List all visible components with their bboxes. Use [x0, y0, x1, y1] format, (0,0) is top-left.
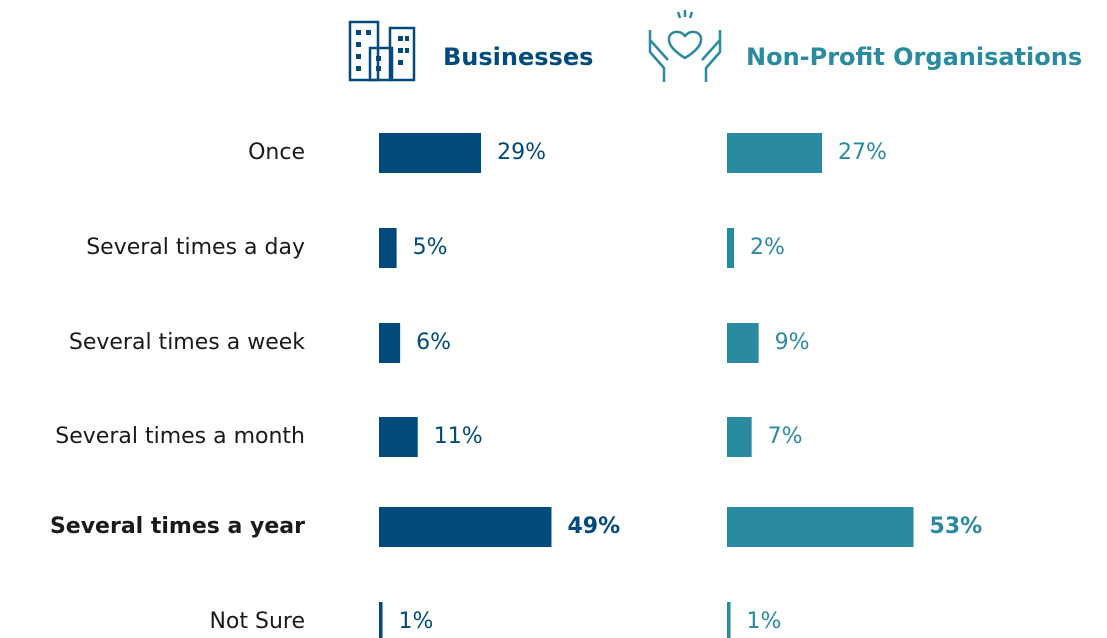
- value-label: 1%: [747, 609, 782, 634]
- bar: [379, 133, 482, 173]
- bar: [379, 507, 552, 547]
- value-label: 1%: [399, 609, 434, 634]
- value-label: 27%: [838, 140, 887, 165]
- buildings-icon: [348, 20, 416, 82]
- value-label: 2%: [750, 235, 785, 260]
- bar: [379, 602, 383, 638]
- value-label: 5%: [413, 235, 448, 260]
- bar: [727, 507, 914, 547]
- legend-label: Businesses: [443, 43, 593, 71]
- value-label: 9%: [775, 330, 810, 355]
- category-label: Several times a day: [86, 235, 305, 260]
- bar: [379, 417, 418, 457]
- value-label: 7%: [768, 424, 803, 449]
- value-label: 29%: [497, 140, 546, 165]
- bar: [727, 417, 752, 457]
- category-label: Once: [248, 140, 305, 165]
- value-label: 11%: [434, 424, 483, 449]
- bar: [727, 323, 759, 363]
- value-label: 49%: [567, 514, 620, 539]
- hands-heart-icon: [648, 10, 722, 82]
- legend-label: Non-Profit Organisations: [746, 43, 1082, 71]
- value-label: 6%: [416, 330, 451, 355]
- bar: [379, 323, 401, 363]
- value-label: 53%: [930, 514, 983, 539]
- category-label: Not Sure: [209, 609, 305, 634]
- bar: [379, 228, 397, 268]
- category-label: Several times a year: [50, 514, 305, 539]
- category-label: Several times a month: [55, 424, 305, 449]
- bar: [727, 228, 735, 268]
- bar: [727, 133, 823, 173]
- category-label: Several times a week: [69, 330, 305, 355]
- bar: [727, 602, 731, 638]
